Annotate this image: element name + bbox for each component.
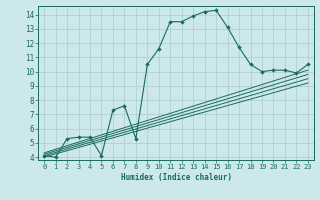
X-axis label: Humidex (Indice chaleur): Humidex (Indice chaleur) <box>121 173 231 182</box>
